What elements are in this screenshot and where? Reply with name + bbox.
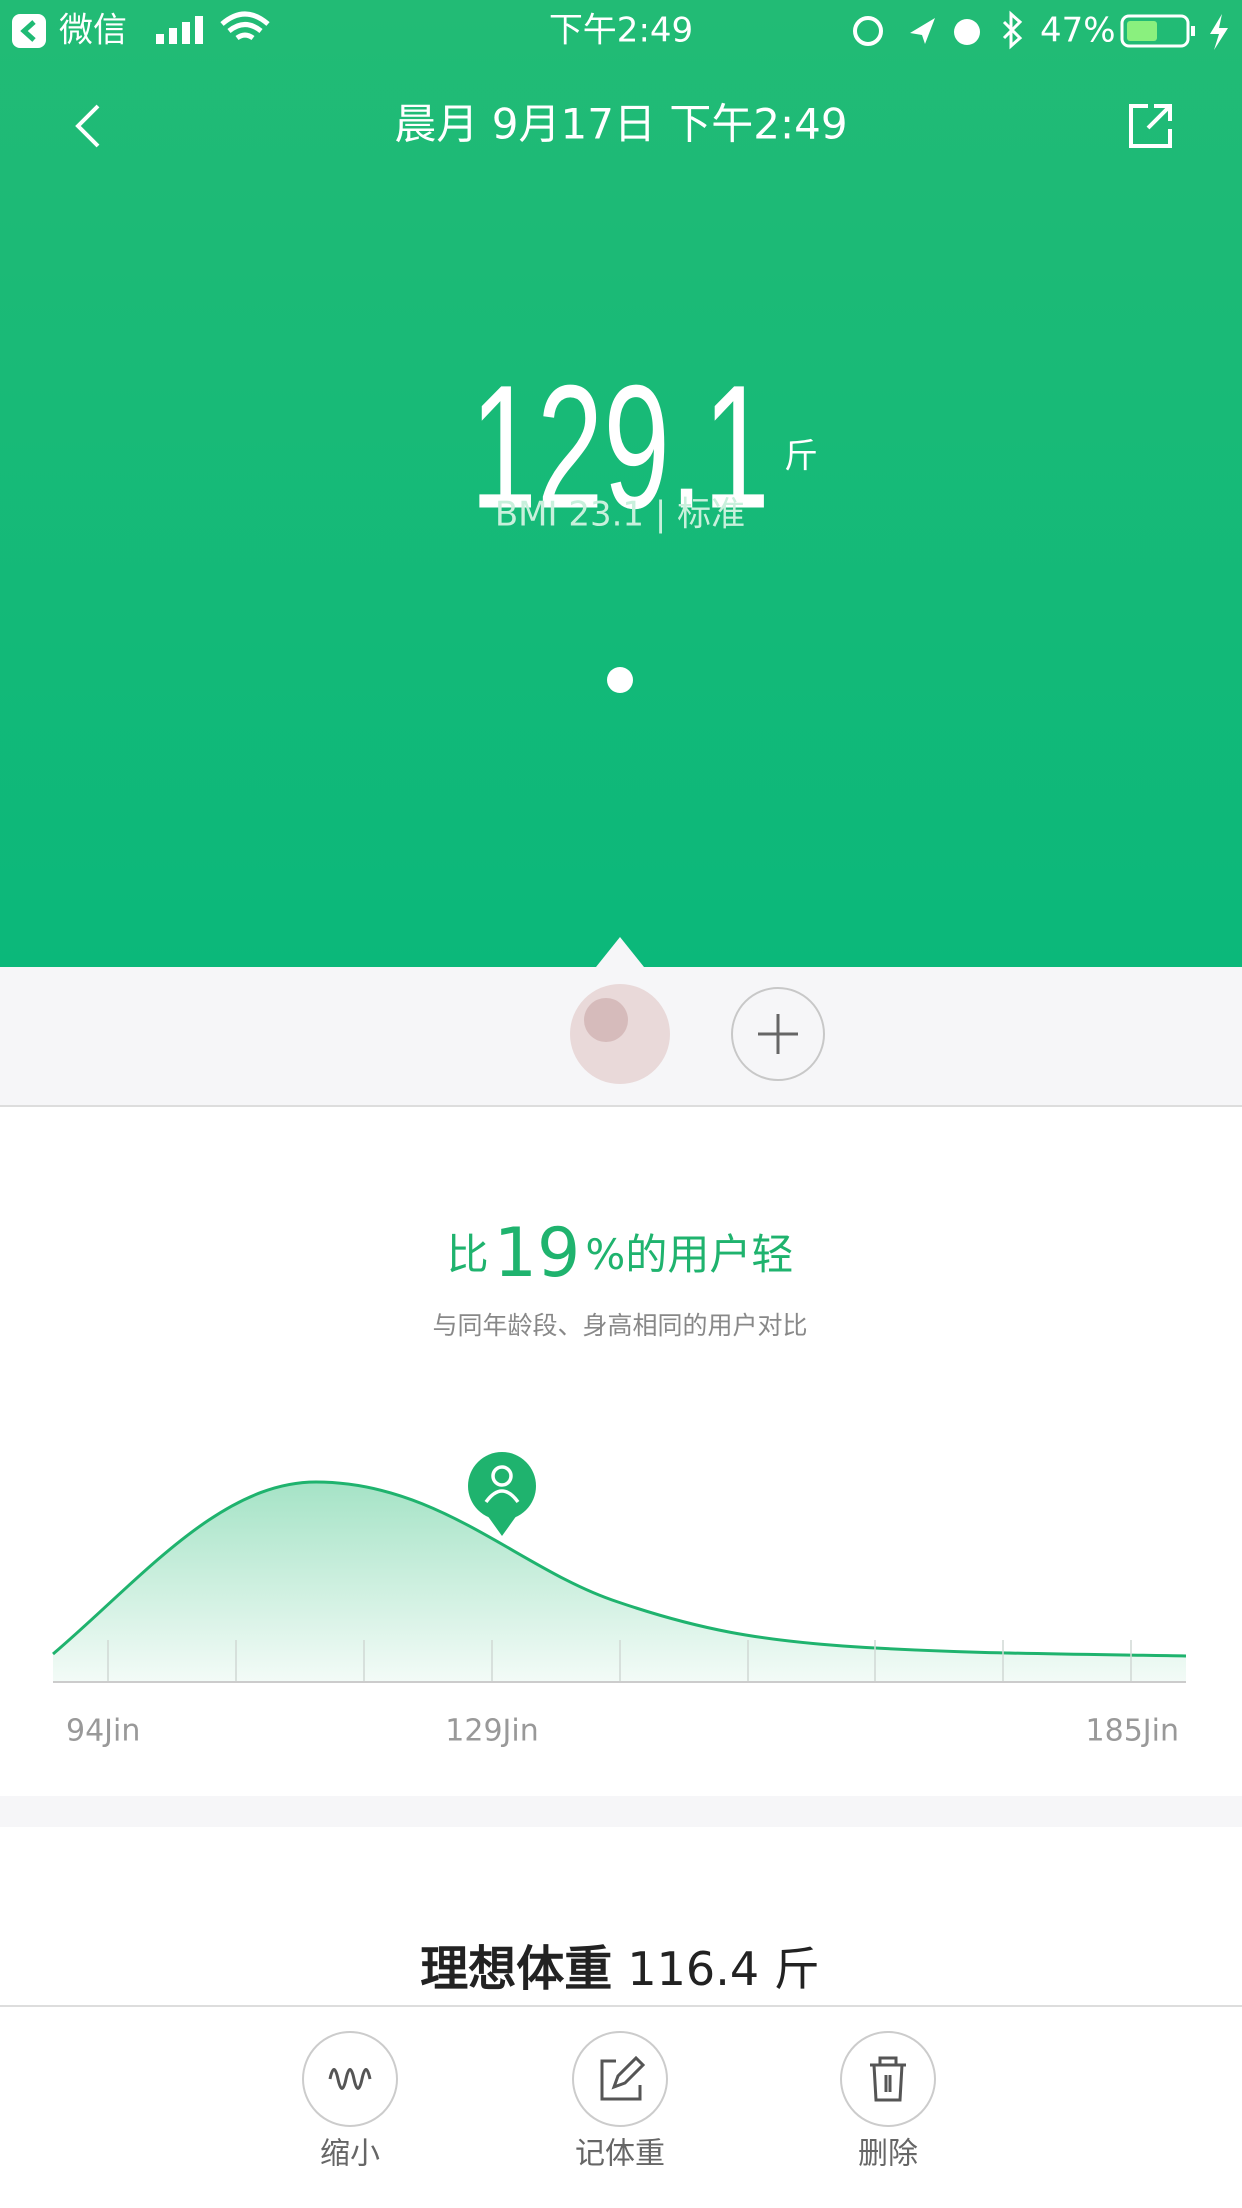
comparison-suffix: %的用户轻 [585,1230,793,1279]
comparison-prefix: 比 [447,1230,489,1279]
comparison-subtitle: 与同年龄段、身高相同的用户对比 [432,1311,807,1340]
axis-label-max: 185Jin [1086,1714,1179,1749]
alarm-icon [954,19,980,45]
user-marker [468,1452,536,1536]
header-title: 晨月 9月17日 下午2:49 [394,100,847,149]
clock: 下午2:49 [549,11,693,51]
bluetooth-icon [1002,10,1023,50]
bmi: BMI 23.1 | 标准 [495,495,745,535]
distribution-area [53,1482,1186,1682]
delete-button[interactable]: 删除 [840,2031,936,2172]
back-button[interactable] [75,104,100,148]
ideal-label: 理想体重 [420,1941,612,1997]
page-indicator [607,667,633,693]
weight-unit: 斤 [784,437,818,477]
carrier: 微信 [59,11,127,51]
ideal-weight: 理想体重 116.4 斤 [420,1941,819,1997]
charging-icon [1210,14,1228,50]
hero-background [0,0,1242,967]
record-weight-button[interactable]: 记体重 [572,2031,668,2172]
toolbar-label: 记体重 [575,2137,665,2172]
location-icon [910,18,935,44]
signal [156,34,164,44]
distribution-chart: 94Jin 129Jin 185Jin [52,1452,1187,1749]
zoom-out-button[interactable]: 缩小 [302,2031,398,2172]
back-app-icon[interactable] [12,14,46,48]
pointer [596,937,644,967]
comparison-headline: 比 19 %的用户轻 [447,1214,794,1293]
lock-icon [853,16,883,46]
axis-label-min: 94Jin [66,1714,140,1749]
battery [1120,14,1190,48]
toolbar-label: 删除 [858,2137,918,2172]
share-button[interactable] [1129,104,1172,148]
toolbar-label: 缩小 [320,2137,380,2172]
axis-label-current: 129Jin [445,1714,538,1749]
wifi [220,11,270,41]
section-divider [0,1796,1242,1827]
weight-value: 129.1 [470,348,769,544]
status-bar: 微信 下午2:49 47% [12,11,1228,51]
ideal-value: 116.4 斤 [627,1942,819,1996]
battery-percent: 47% [1040,11,1116,51]
comparison-percent: 19 [494,1214,581,1293]
add-user-button[interactable] [731,987,825,1081]
distribution-line [52,1480,1187,1658]
